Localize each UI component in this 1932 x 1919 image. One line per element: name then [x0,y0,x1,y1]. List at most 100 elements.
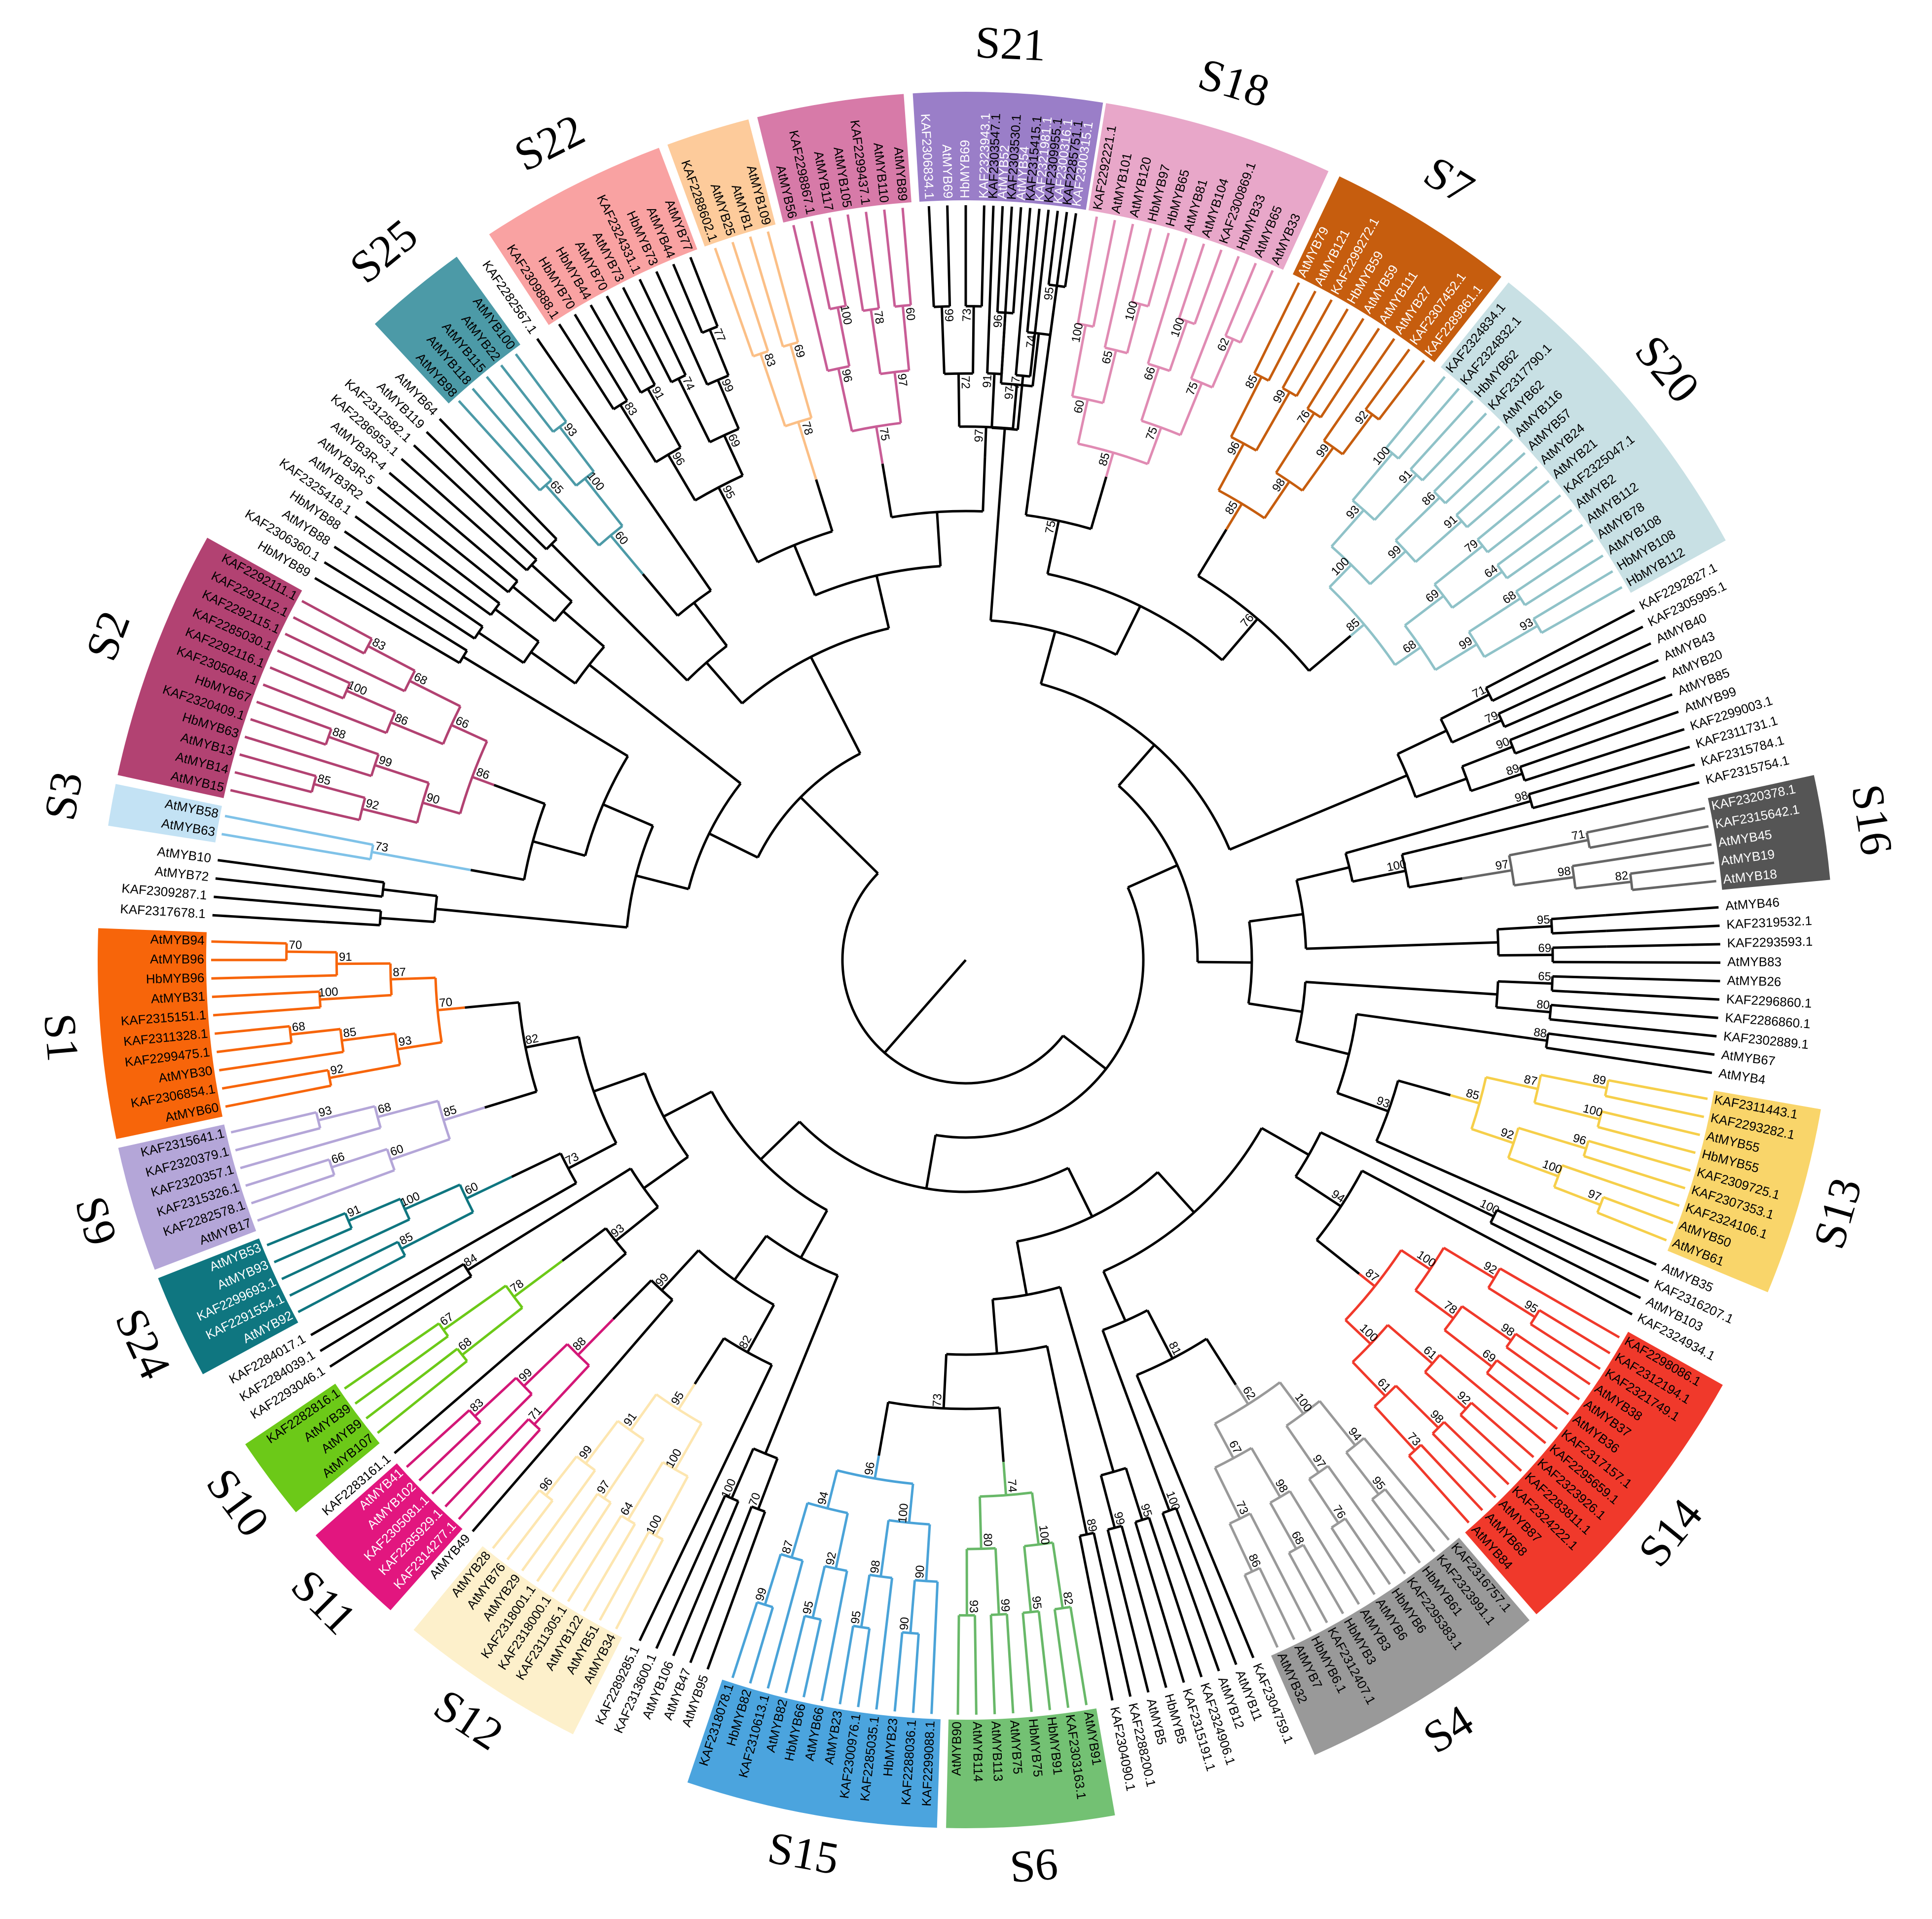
branch-line [1248,1002,1303,1013]
branch-line [893,371,902,423]
bootstrap-value: 100 [1329,555,1352,579]
branch-line [422,801,461,815]
branch-line [465,557,510,593]
branch-line [1470,1402,1534,1458]
branch-line [1269,1502,1298,1550]
branch-line [455,569,501,605]
band-s20 [1440,282,1726,593]
branch-line [1127,864,1178,889]
branch-line [472,1444,548,1532]
branch-line [1551,1003,1605,1011]
branch-line [521,1469,596,1572]
bootstrap-value: 68 [1289,1529,1307,1547]
branch-line [1031,333,1040,387]
band-s11 [315,1463,463,1611]
branch-line [1278,1381,1305,1415]
bootstrap-value: 74 [1024,334,1039,349]
branch-line [512,586,556,622]
branch-line [940,306,946,374]
branch-line [883,959,967,1054]
branch-line [475,545,518,582]
branch-line [991,1299,998,1354]
bootstrap-value: 75 [1043,519,1058,535]
branch-line [672,1550,719,1657]
branch-line [1225,503,1243,530]
branch-line [810,221,831,310]
branch-arc [1508,855,1516,886]
branch-line [1371,1498,1421,1564]
branch-line [1369,550,1407,585]
branch-line [1150,1573,1185,1683]
branch-arc [370,754,380,776]
branch-line [474,1377,517,1417]
branch-line [647,388,682,448]
branch-line [1146,427,1163,465]
branch-line [558,426,595,473]
branch-line [643,1155,689,1189]
branch-line [1387,1324,1433,1365]
branch-line [327,905,381,912]
branch-arc [980,1491,1032,1498]
branch-line [362,808,418,824]
branch-line [550,543,689,682]
branch-line [1597,1126,1696,1154]
branch-line [1351,452,1393,502]
branch-line [408,1182,577,1280]
branch-line [689,1556,733,1663]
branch-line [1255,391,1291,451]
leaf-label: KAF2286860.1 [1724,1010,1811,1031]
branch-line [674,1422,703,1470]
branch-line [733,1235,767,1281]
subfamily-label-s6: S6 [1008,1838,1060,1892]
branch-line [714,248,755,357]
branch-arc [315,1112,322,1129]
branch-line [881,463,893,517]
branch-line [759,353,787,427]
branch-line [1552,989,1606,995]
branch-line [1209,1552,1255,1659]
branch-arc [997,311,1014,315]
branch-line [1249,913,1304,923]
branch-line [344,530,439,597]
branch-line [1504,704,1555,728]
branch-line [1488,1287,1536,1319]
branch-line [425,1275,472,1307]
branch-arc [1487,1268,1501,1289]
leaf-label: AtMYB31 [150,989,205,1006]
bootstrap-value: 100 [1357,1322,1381,1345]
subfamily-label-s13: S13 [1803,1172,1871,1254]
branch-line [1552,1218,1657,1266]
bootstrap-value: 72 [959,375,972,389]
branch-line [1281,299,1333,389]
branch-line [234,771,312,793]
branch-line [251,1174,335,1205]
bootstrap-value: 74 [1005,1479,1019,1493]
branch-arc [780,1553,803,1562]
branch-line [1134,1578,1167,1688]
bootstrap-value: 76 [1238,611,1257,630]
branch-line [1408,1455,1470,1524]
branch-line [1288,1552,1328,1624]
branch-arc [650,1279,674,1301]
branch-line [1583,1155,1686,1190]
branch-line [603,1439,645,1499]
branch-arc [1545,1033,1550,1048]
band-s21 [912,91,1103,210]
bootstrap-value: 89 [1592,1072,1607,1088]
branch-line [1415,1289,1455,1320]
branch-line [1228,1523,1253,1572]
subfamily-label-s18: S18 [1193,48,1275,117]
branch-line [377,486,467,559]
branch-line [1165,1569,1203,1678]
branch-line [1471,1128,1514,1144]
branch-line [1193,249,1223,325]
bootstrap-value: 97 [1002,386,1017,400]
branch-line [477,631,524,664]
bootstrap-value: 60 [903,307,917,321]
leaf-label: KAF2319532.1 [1726,913,1813,932]
branch-line [860,1574,871,1627]
branch-line [1440,693,1490,720]
leaf-label: KAF2303547.1 [985,113,1003,199]
branch-line [1026,209,1041,332]
bootstrap-value: 88 [1533,1026,1548,1040]
